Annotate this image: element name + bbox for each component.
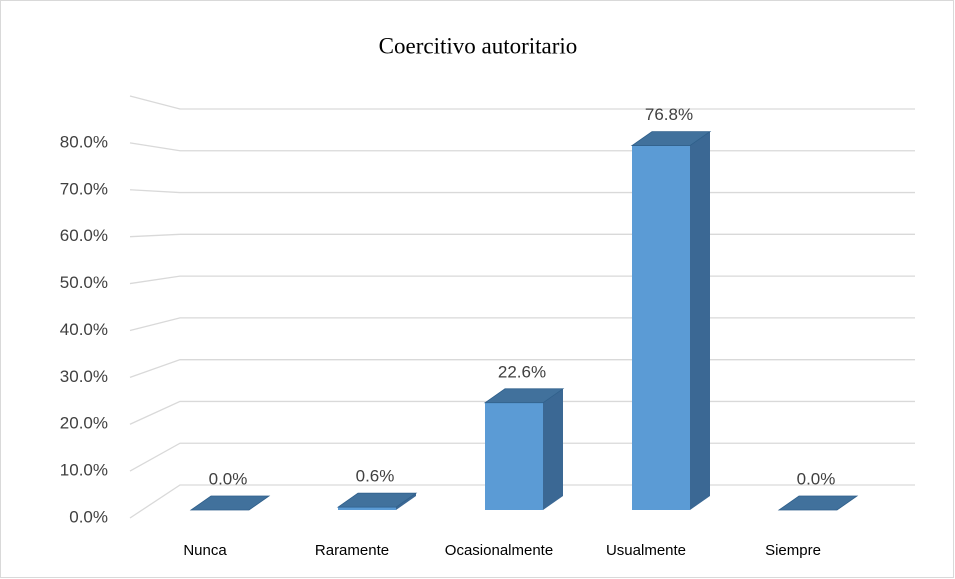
- data-label: 22.6%: [498, 362, 546, 381]
- bar-side: [543, 388, 563, 510]
- y-tick-label: 80.0%: [60, 132, 108, 151]
- bar-top: [336, 492, 418, 508]
- x-tick-label: Nunca: [183, 542, 227, 559]
- y-tick-label: 70.0%: [60, 179, 108, 198]
- wall-top: [129, 95, 915, 110]
- bar-top: [630, 131, 712, 147]
- y-tick-label: 10.0%: [60, 461, 108, 480]
- bar-top: [777, 495, 859, 511]
- bar: [632, 145, 690, 511]
- data-label: 0.6%: [356, 467, 395, 486]
- x-tick-label: Ocasionalmente: [445, 542, 553, 559]
- bar: [485, 402, 543, 510]
- chart-title: Coercitivo autoritario: [379, 33, 578, 58]
- y-tick-label: 60.0%: [60, 226, 108, 245]
- bar-top: [189, 495, 271, 511]
- x-tick-label: Raramente: [315, 542, 389, 559]
- y-tick-label: 0.0%: [69, 507, 108, 526]
- bar: [338, 507, 396, 510]
- bar-top: [483, 388, 565, 404]
- y-tick-label: 30.0%: [60, 367, 108, 386]
- bar-side: [396, 493, 416, 510]
- y-tick-label: 20.0%: [60, 414, 108, 433]
- bar-side: [690, 131, 710, 511]
- data-label: 0.0%: [209, 469, 248, 488]
- y-tick-label: 40.0%: [60, 320, 108, 339]
- x-tick-label: Siempre: [765, 542, 821, 559]
- x-tick-label: Usualmente: [606, 542, 686, 559]
- data-label: 0.0%: [797, 469, 836, 488]
- y-tick-label: 50.0%: [60, 273, 108, 292]
- data-label: 76.8%: [645, 105, 693, 124]
